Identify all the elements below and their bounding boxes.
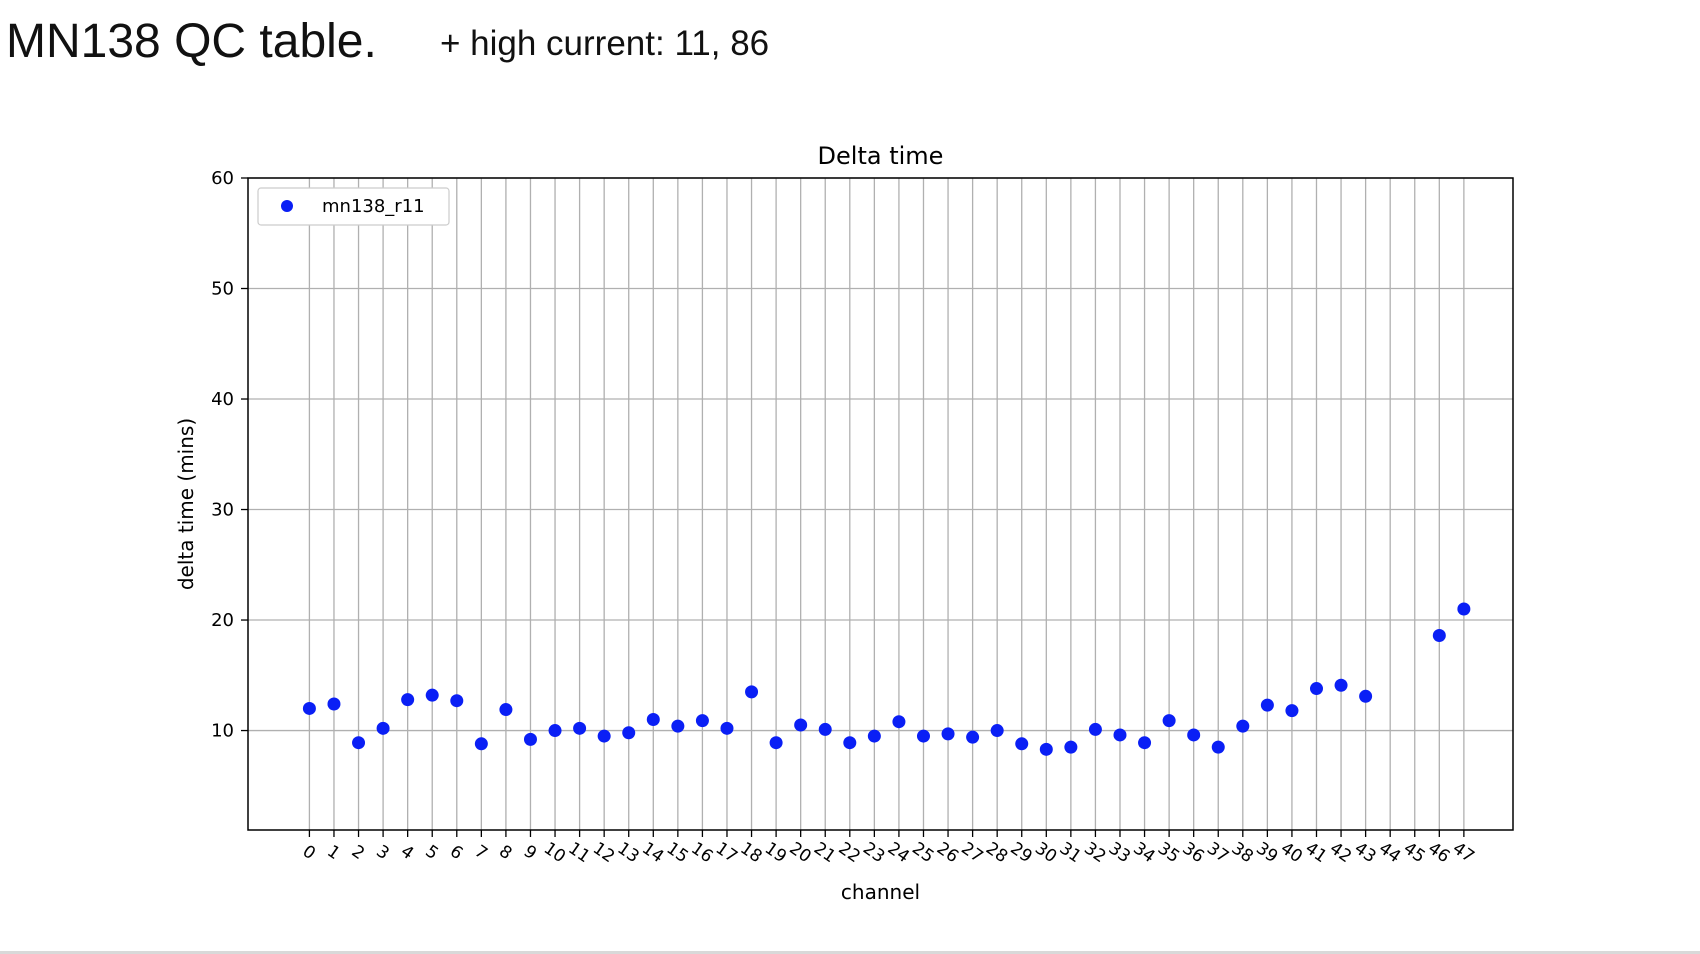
data-point	[523, 732, 537, 746]
y-tick-label: 50	[211, 279, 234, 300]
x-tick-label: 0	[299, 842, 319, 865]
data-point	[302, 701, 316, 715]
x-axis-label: channel	[841, 880, 920, 904]
data-point	[892, 715, 906, 729]
x-tick-label: 2	[348, 842, 368, 865]
data-point	[1113, 728, 1127, 742]
y-tick-label: 60	[211, 168, 234, 189]
legend-label: mn138_r11	[322, 196, 425, 217]
data-point	[843, 736, 857, 750]
slide-title: MN138 QC table.	[6, 15, 377, 68]
data-point	[597, 729, 611, 743]
data-point	[1064, 740, 1078, 754]
slide-subtitle: + high current: 11, 86	[440, 24, 770, 63]
data-point	[1162, 714, 1176, 728]
data-point	[941, 727, 955, 741]
x-tick-label: 47	[1449, 838, 1478, 867]
scatter-points	[302, 602, 1471, 756]
data-point	[769, 736, 783, 750]
plot-area-frame	[247, 177, 1514, 831]
data-point	[1334, 678, 1348, 692]
data-point	[425, 688, 439, 702]
data-point	[1187, 728, 1201, 742]
x-tick-label: 7	[471, 842, 491, 865]
data-point	[990, 724, 1004, 738]
data-point	[695, 714, 709, 728]
x-tick-label: 3	[372, 842, 392, 865]
data-point	[622, 726, 636, 740]
data-point	[376, 721, 390, 735]
chart-title: Delta time	[818, 142, 944, 170]
data-point	[548, 724, 562, 738]
data-point	[818, 722, 832, 736]
data-point	[352, 736, 366, 750]
legend: mn138_r11	[257, 187, 450, 226]
data-point	[573, 721, 587, 735]
data-point	[1359, 689, 1373, 703]
data-point	[1088, 722, 1102, 736]
data-point	[794, 718, 808, 732]
data-point	[474, 737, 488, 751]
data-point	[401, 693, 415, 707]
data-point	[1211, 740, 1225, 754]
grid-lines	[248, 177, 1513, 830]
y-tick-label: 10	[211, 721, 234, 742]
data-point	[1432, 629, 1446, 643]
data-point	[1039, 742, 1053, 756]
data-point	[966, 730, 980, 744]
data-point	[916, 729, 930, 743]
x-tick-label: 8	[495, 842, 515, 865]
x-tick-label: 4	[397, 842, 417, 865]
x-tick-label: 1	[323, 842, 343, 865]
x-tick-label: 6	[446, 842, 466, 865]
data-point	[1138, 736, 1152, 750]
data-point	[1236, 719, 1250, 733]
y-tick-label: 40	[211, 389, 234, 410]
data-point	[327, 697, 341, 711]
x-axis-ticks: 0 1 2 3 4 5 6 7 8 9 101112131415161718192021222324…	[299, 830, 1478, 867]
legend-marker	[281, 200, 293, 212]
data-point	[1260, 698, 1274, 712]
data-point	[671, 719, 685, 733]
data-point	[450, 694, 464, 708]
data-point	[1285, 704, 1299, 718]
bottom-divider	[0, 951, 1700, 954]
x-tick-label: 5	[421, 842, 441, 865]
y-tick-label: 30	[211, 500, 234, 521]
data-point	[745, 685, 759, 699]
y-tick-label: 20	[211, 610, 234, 631]
data-point	[646, 712, 660, 726]
legend-box	[257, 187, 450, 226]
y-axis-label: delta time (mins)	[174, 418, 198, 590]
y-axis-ticks: 10 20 30 40 50 60	[211, 168, 248, 742]
x-tick-label: 9	[520, 842, 540, 865]
data-point	[1309, 682, 1323, 696]
data-point	[867, 729, 881, 743]
data-point	[1457, 602, 1471, 616]
data-point	[720, 721, 734, 735]
data-point	[499, 703, 513, 717]
data-point	[1015, 737, 1029, 751]
